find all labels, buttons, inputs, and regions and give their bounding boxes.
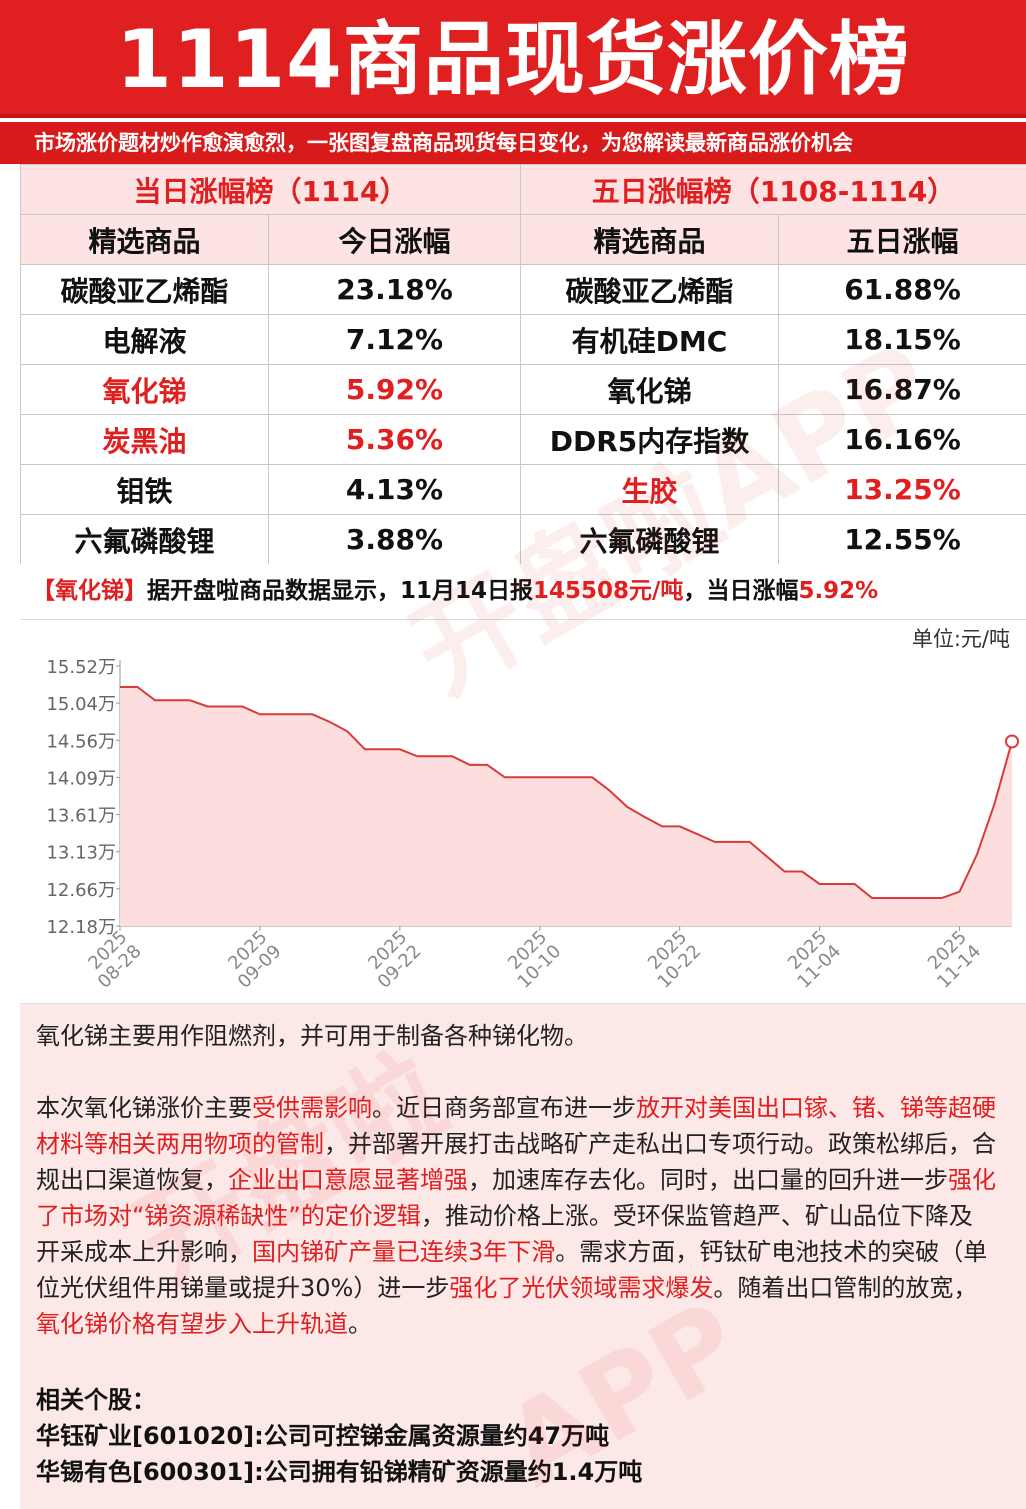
daily-rank-title: 当日涨幅榜（1114） xyxy=(20,164,521,215)
daily-product-change: 7.12% xyxy=(268,314,521,365)
page-subtitle: 市场涨价题材炒作愈演愈烈，一张图复盘商品现货每日变化，为您解读最新商品涨价机会 xyxy=(34,131,853,155)
daily-product-change: 5.36% xyxy=(268,414,521,465)
related-stock-2: 华锡有色[600301]:公司拥有铅锑精矿资源量约1.4万吨 xyxy=(36,1458,643,1486)
daily-product-name: 电解液 xyxy=(20,314,269,365)
table-row: 炭黑油 5.36% DDR5内存指数 16.16% xyxy=(20,414,1026,465)
daily-product-name: 六氟磷酸锂 xyxy=(20,514,269,565)
header-banner: 1114商品现货涨价榜 xyxy=(0,0,1026,118)
price-info: 【氧化锑】据开盘啦商品数据显示，11月14日报145508元/吨，当日涨幅5.9… xyxy=(32,576,878,606)
info-price: 145508元/吨 xyxy=(533,578,684,604)
five-product-change: 16.16% xyxy=(777,414,1026,465)
table-row: 电解液 7.12% 有机硅DMC 18.15% xyxy=(20,314,1026,365)
y-tick-label: 13.13万 xyxy=(46,843,116,864)
description-intro: 氧化锑主要用作阻燃剂，并可用于制备各种锑化物。 xyxy=(36,1022,588,1050)
info-text-1: 据开盘啦商品数据显示，11月14日报 xyxy=(147,578,534,604)
y-tick-label: 14.09万 xyxy=(46,768,116,789)
y-tick-label: 15.52万 xyxy=(46,657,116,678)
table-row: 碳酸亚乙烯酯 23.18% 碳酸亚乙烯酯 61.88% xyxy=(20,264,1026,315)
five-product-name: 生胶 xyxy=(520,464,779,515)
analysis-highlight: 受供需影响 xyxy=(252,1094,372,1122)
five-product-change: 61.88% xyxy=(777,264,1026,315)
analysis-highlight: 强化了市场对“锑资源稀缺性”的定价逻辑 xyxy=(36,1166,996,1230)
five-product-change: 18.15% xyxy=(777,314,1026,365)
five-product-change: 12.55% xyxy=(777,514,1026,565)
price-chart: 单位:元/吨 15.52万 15.04万 14.56万 14.09万 13.61万 13.1… xyxy=(20,620,1026,1004)
related-stock-1: 华钰矿业[601020]:公司可控锑金属资源量约47万吨 xyxy=(36,1422,610,1450)
analysis-text: 本次氧化锑涨价主要 xyxy=(36,1094,252,1122)
daily-col-product: 精选商品 xyxy=(20,214,269,265)
ranking-tables: 当日涨幅榜（1114） 五日涨幅榜（1108-1114） 精选商品 今日涨幅 精… xyxy=(20,164,1026,565)
analysis-text: ，并部署开展打击战略矿产走私出口专项行动。政策松绑后，合规出口渠道恢复， xyxy=(36,1130,996,1194)
daily-product-name: 炭黑油 xyxy=(20,414,269,465)
analysis-text: 。随着出口管制的放宽， xyxy=(713,1274,978,1302)
info-text-2: ，当日涨幅 xyxy=(683,578,799,604)
y-tick-label: 15.04万 xyxy=(46,694,116,715)
description-analysis: 本次氧化锑涨价主要受供需影响。近日商务部宣布进一步放开对美国出口镓、锗、锑等超硬… xyxy=(36,1090,996,1342)
chart-unit-label: 单位:元/吨 xyxy=(912,627,1010,651)
daily-product-name: 氧化锑 xyxy=(20,364,269,415)
last-point-marker xyxy=(1005,734,1019,749)
analysis-highlight: 氧化锑价格有望步入上升轨道 xyxy=(36,1310,348,1338)
analysis-highlight: 放开对美国出口镓、锗、锑等超硬材料等相关两用物项的管制 xyxy=(36,1094,996,1158)
description-panel: 氧化锑主要用作阻燃剂，并可用于制备各种锑化物。 本次氧化锑涨价主要受供需影响。近… xyxy=(20,1004,1026,1509)
five-product-change: 16.87% xyxy=(777,364,1026,415)
analysis-highlight: 强化了光伏领域需求爆发 xyxy=(449,1274,714,1302)
daily-product-change: 23.18% xyxy=(268,264,521,315)
five-col-five: 五日涨幅 xyxy=(777,214,1026,265)
y-tick-label: 13.61万 xyxy=(46,806,116,827)
analysis-highlight: 企业出口意愿显著增强 xyxy=(228,1166,468,1194)
analysis-text: ，推动价格上涨。受环保监管趋严、矿山品位下降及开采成本上升影响， xyxy=(36,1202,973,1266)
five-product-name: 氧化锑 xyxy=(520,364,779,415)
analysis-text: ，加速库存去化。同时，出口量的回升进一步 xyxy=(468,1166,948,1194)
price-info-bar: 【氧化锑】据开盘啦商品数据显示，11月14日报145508元/吨，当日涨幅5.9… xyxy=(20,564,1026,620)
price-line xyxy=(120,686,1013,899)
five-product-name: 有机硅DMC xyxy=(520,314,779,365)
y-tick-label: 12.18万 xyxy=(46,917,116,938)
ranking-table: 当日涨幅榜（1114） 五日涨幅榜（1108-1114） 精选商品 今日涨幅 精… xyxy=(20,164,1026,565)
y-tick-label: 14.56万 xyxy=(46,731,116,752)
daily-product-change: 3.88% xyxy=(268,514,521,565)
daily-product-name: 钼铁 xyxy=(20,464,269,515)
analysis-text: 。需求方面，钙钛矿电池技术的突破（单位光伏组件用锑量或提升30%）进一步 xyxy=(36,1238,988,1302)
table-row: 氧化锑 5.92% 氧化锑 16.87% xyxy=(20,364,1026,415)
daily-product-change: 5.92% xyxy=(268,364,521,415)
analysis-text: 。近日商务部宣布进一步 xyxy=(372,1094,636,1122)
five-product-name: 碳酸亚乙烯酯 xyxy=(520,264,779,315)
analysis-text: 。 xyxy=(348,1310,372,1338)
five-product-change: 13.25% xyxy=(777,464,1026,515)
daily-col-today: 今日涨幅 xyxy=(268,214,521,265)
info-pct: 5.92% xyxy=(798,578,879,604)
five-product-name: DDR5内存指数 xyxy=(520,414,779,465)
table-row: 钼铁 4.13% 生胶 13.25% xyxy=(20,464,1026,515)
analysis-highlight: 国内锑矿产量已连续3年下滑 xyxy=(252,1238,556,1266)
info-tag: 【氧化锑】 xyxy=(32,578,147,604)
price-area xyxy=(120,687,1012,926)
page-title: 1114商品现货涨价榜 xyxy=(116,13,910,106)
daily-product-change: 4.13% xyxy=(268,464,521,515)
related-stocks-title: 相关个股： xyxy=(36,1386,156,1414)
five-product-name: 六氟磷酸锂 xyxy=(520,514,779,565)
price-chart-svg: 单位:元/吨 15.52万 15.04万 14.56万 14.09万 13.61万 13.1… xyxy=(46,627,1019,993)
subtitle-bar: 市场涨价题材炒作愈演愈烈，一张图复盘商品现货每日变化，为您解读最新商品涨价机会 xyxy=(0,122,1026,164)
y-tick-label: 12.66万 xyxy=(46,880,116,901)
daily-product-name: 碳酸亚乙烯酯 xyxy=(20,264,269,315)
five-col-product: 精选商品 xyxy=(520,214,779,265)
table-row: 六氟磷酸锂 3.88% 六氟磷酸锂 12.55% xyxy=(20,514,1026,565)
five-day-rank-title: 五日涨幅榜（1108-1114） xyxy=(519,164,1026,215)
